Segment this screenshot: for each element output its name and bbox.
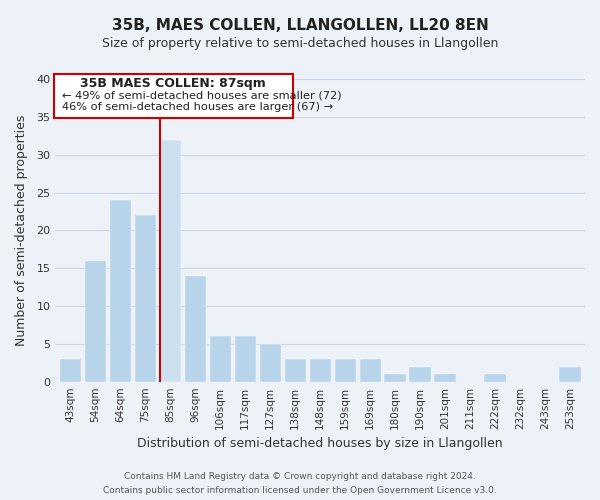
Bar bbox=[484, 374, 506, 382]
Bar bbox=[409, 366, 431, 382]
Bar bbox=[209, 336, 231, 382]
Bar bbox=[559, 366, 581, 382]
Bar bbox=[110, 200, 131, 382]
Text: 35B MAES COLLEN: 87sqm: 35B MAES COLLEN: 87sqm bbox=[80, 78, 266, 90]
Text: Contains public sector information licensed under the Open Government Licence v3: Contains public sector information licen… bbox=[103, 486, 497, 495]
Text: 35B, MAES COLLEN, LLANGOLLEN, LL20 8EN: 35B, MAES COLLEN, LLANGOLLEN, LL20 8EN bbox=[112, 18, 488, 32]
Text: ← 49% of semi-detached houses are smaller (72): ← 49% of semi-detached houses are smalle… bbox=[62, 90, 341, 101]
Bar bbox=[335, 359, 356, 382]
Bar bbox=[85, 260, 106, 382]
X-axis label: Distribution of semi-detached houses by size in Llangollen: Distribution of semi-detached houses by … bbox=[137, 437, 503, 450]
Bar bbox=[310, 359, 331, 382]
Bar bbox=[134, 215, 156, 382]
FancyBboxPatch shape bbox=[54, 74, 293, 118]
Y-axis label: Number of semi-detached properties: Number of semi-detached properties bbox=[15, 114, 28, 346]
Bar bbox=[385, 374, 406, 382]
Bar bbox=[359, 359, 381, 382]
Bar bbox=[185, 276, 206, 382]
Bar bbox=[284, 359, 306, 382]
Text: Contains HM Land Registry data © Crown copyright and database right 2024.: Contains HM Land Registry data © Crown c… bbox=[124, 472, 476, 481]
Bar bbox=[235, 336, 256, 382]
Bar bbox=[434, 374, 456, 382]
Text: Size of property relative to semi-detached houses in Llangollen: Size of property relative to semi-detach… bbox=[102, 38, 498, 51]
Bar bbox=[160, 140, 181, 382]
Text: 46% of semi-detached houses are larger (67) →: 46% of semi-detached houses are larger (… bbox=[62, 102, 333, 112]
Bar bbox=[260, 344, 281, 382]
Bar bbox=[59, 359, 81, 382]
